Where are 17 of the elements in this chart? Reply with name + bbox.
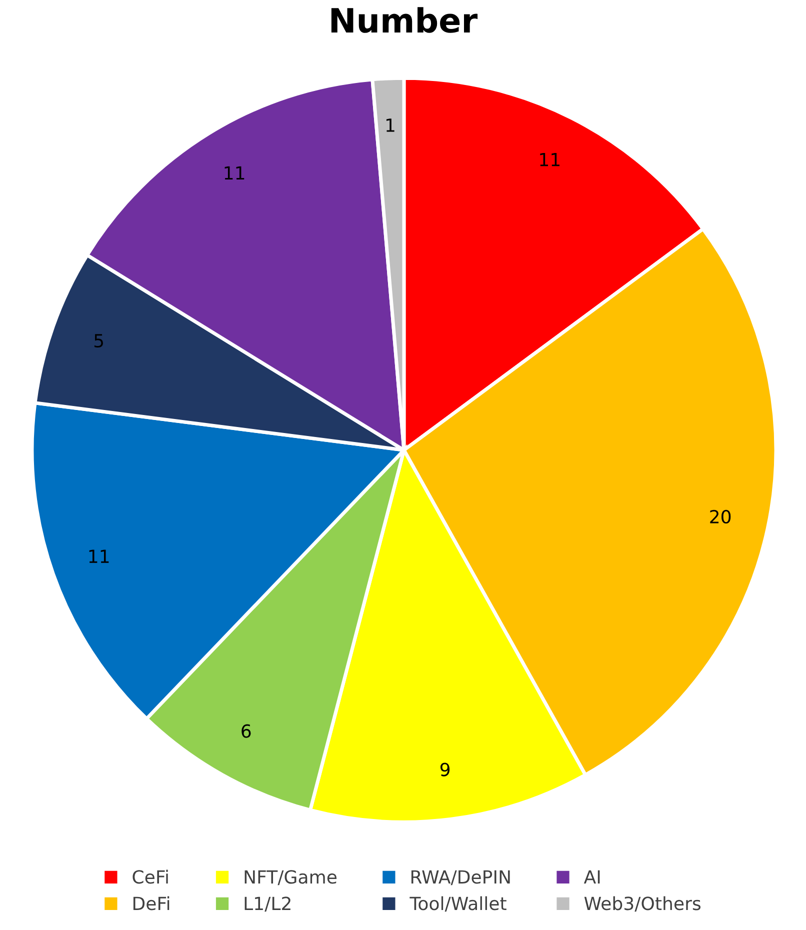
data-label: 20 <box>710 510 731 524</box>
data-label: 11 <box>224 166 244 180</box>
legend-label: Tool/Wallet <box>410 896 506 912</box>
data-label: 11 <box>89 550 109 563</box>
chart-title: Number <box>331 7 478 33</box>
data-label: 1 <box>386 118 394 132</box>
legend-label: CeFi <box>132 870 168 884</box>
data-label: 11 <box>540 152 560 166</box>
legend-label: RWA/DePIN <box>411 870 510 886</box>
data-label: 5 <box>94 334 104 348</box>
legend-label: DeFi <box>133 896 170 910</box>
data-label: 6 <box>242 724 251 738</box>
legend-label: Web3/Others <box>584 896 700 912</box>
legend-label: AI <box>584 870 600 884</box>
legend-label: L1/L2 <box>244 896 290 912</box>
data-label: 9 <box>440 762 450 776</box>
legend-label: NFT/Game <box>244 870 337 886</box>
